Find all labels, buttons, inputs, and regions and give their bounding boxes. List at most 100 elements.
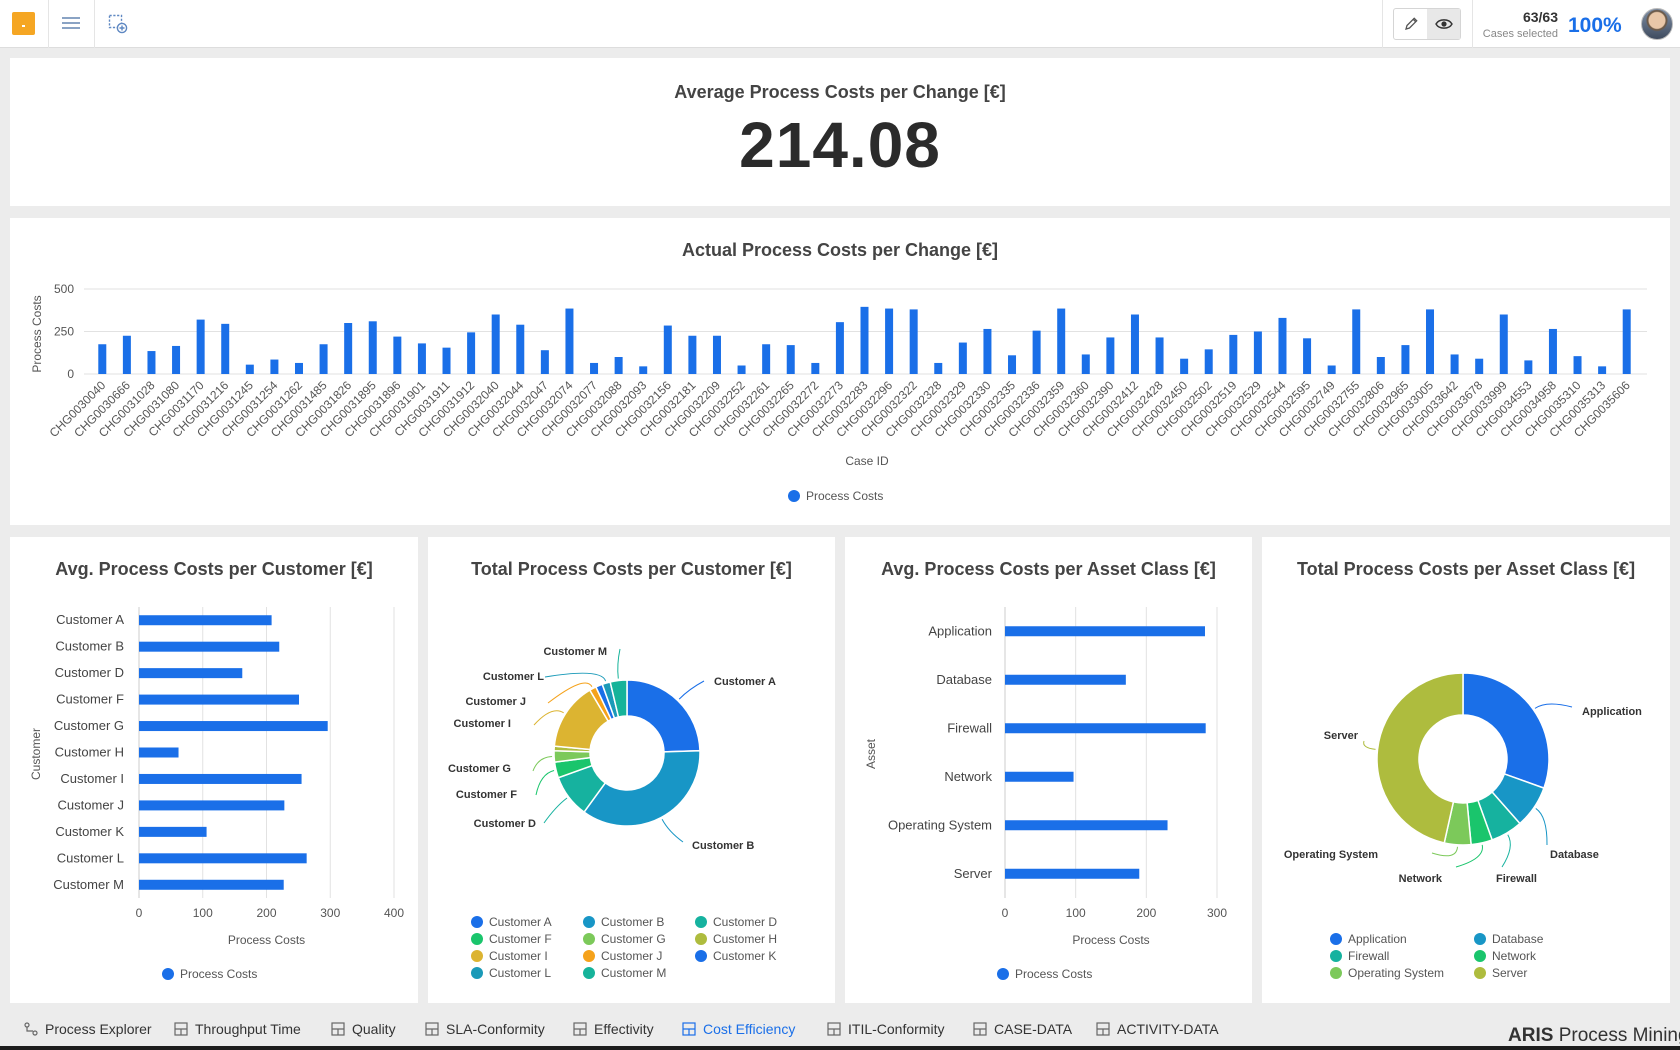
legend-marker bbox=[1474, 950, 1486, 962]
menu-icon[interactable] bbox=[62, 14, 80, 32]
connector-line bbox=[535, 770, 555, 796]
sheet-tab-bar: Process Explorer Throughput Time Quality… bbox=[0, 1007, 1680, 1050]
legend-label: Customer M bbox=[601, 966, 666, 980]
connector-line bbox=[1535, 808, 1548, 846]
tab-cost-efficiency[interactable]: Cost Efficiency bbox=[682, 1019, 795, 1039]
y-tick-label: Customer I bbox=[60, 771, 124, 786]
bar bbox=[1229, 334, 1238, 374]
bar bbox=[368, 321, 377, 374]
x-axis-label: Process Costs bbox=[1072, 933, 1149, 947]
connector-line bbox=[532, 756, 553, 772]
bar bbox=[1622, 309, 1631, 374]
y-tick-label: Application bbox=[928, 623, 992, 638]
bar bbox=[139, 879, 284, 890]
y-tick-label: Customer B bbox=[55, 639, 124, 654]
dashboard-icon bbox=[682, 1022, 696, 1036]
tab-effectivity[interactable]: Effectivity bbox=[573, 1019, 654, 1039]
actual-costs-panel: Actual Process Costs per Change [€] 0 250… bbox=[10, 218, 1670, 525]
y-axis-label: Asset bbox=[864, 738, 878, 769]
bar bbox=[139, 615, 272, 626]
cases-label: Cases selected bbox=[1482, 28, 1558, 40]
legend-label: Customer H bbox=[713, 932, 777, 946]
bar bbox=[1475, 358, 1484, 374]
avg-customer-chart: 0 100 200 300 400 Customer A Customer B Custome… bbox=[29, 607, 404, 981]
total-customer-chart: Customer A Customer B Customer D Customer F… bbox=[448, 646, 777, 980]
view-mode-button[interactable] bbox=[1427, 9, 1460, 39]
bar bbox=[122, 335, 131, 374]
legend-marker bbox=[583, 933, 595, 945]
kpi-title: Average Process Costs per Change [€] bbox=[674, 82, 1006, 102]
connector-line bbox=[543, 797, 568, 824]
legend-label: Customer B bbox=[601, 915, 664, 929]
legend-label: Process Costs bbox=[1015, 967, 1092, 981]
legend-label: Server bbox=[1492, 966, 1527, 980]
y-tick-label: Customer F bbox=[56, 692, 124, 707]
tab-label: Process Explorer bbox=[45, 1021, 152, 1037]
bar bbox=[196, 319, 205, 374]
legend-marker bbox=[471, 950, 483, 962]
legend-marker bbox=[695, 950, 707, 962]
legend-label: Application bbox=[1348, 932, 1407, 946]
user-avatar[interactable] bbox=[1641, 8, 1673, 40]
bar bbox=[172, 345, 181, 374]
slice-label: Customer J bbox=[465, 696, 526, 708]
bar bbox=[614, 357, 623, 374]
bar bbox=[1401, 345, 1410, 374]
cases-percentage: 100% bbox=[1568, 14, 1622, 37]
connector-line bbox=[678, 680, 705, 700]
legend-marker bbox=[1330, 950, 1342, 962]
y-axis-label: Process Costs bbox=[30, 295, 44, 372]
add-selection-icon[interactable] bbox=[108, 14, 128, 34]
bar bbox=[1032, 330, 1041, 374]
bar bbox=[516, 324, 525, 374]
tab-label: CASE-DATA bbox=[994, 1021, 1073, 1037]
bar bbox=[1303, 338, 1312, 374]
legend-marker bbox=[1474, 933, 1486, 945]
bar bbox=[1499, 314, 1508, 374]
bar bbox=[835, 322, 844, 374]
legend-label: Database bbox=[1492, 932, 1544, 946]
bar bbox=[139, 668, 243, 679]
bar bbox=[1005, 626, 1205, 637]
y-tick-label: 0 bbox=[67, 367, 74, 381]
x-tick-label: 100 bbox=[193, 906, 213, 920]
bottom-edge bbox=[0, 1046, 1680, 1050]
bar bbox=[442, 347, 451, 374]
tab-throughput-time[interactable]: Throughput Time bbox=[174, 1019, 301, 1039]
bar bbox=[983, 328, 992, 374]
bar bbox=[909, 309, 918, 374]
eye-icon bbox=[1434, 19, 1453, 29]
slice-label: Customer D bbox=[474, 818, 536, 830]
legend-label: Process Costs bbox=[806, 489, 883, 503]
total-asset-chart: Application Database Firewall Network Operat… bbox=[1284, 672, 1642, 980]
bar bbox=[139, 826, 207, 837]
app-logo[interactable] bbox=[12, 12, 35, 35]
edit-mode-button[interactable] bbox=[1394, 9, 1427, 39]
connector-line bbox=[544, 672, 607, 682]
bar bbox=[1450, 354, 1459, 374]
tab-process-explorer[interactable]: Process Explorer bbox=[24, 1019, 152, 1039]
tab-label: SLA-Conformity bbox=[446, 1021, 545, 1037]
y-tick-label: Operating System bbox=[888, 817, 992, 832]
donut-slice bbox=[609, 679, 628, 718]
bar bbox=[1524, 360, 1533, 374]
tab-case-data[interactable]: CASE-DATA bbox=[973, 1019, 1072, 1039]
tab-sla-conformity[interactable]: SLA-Conformity bbox=[425, 1019, 545, 1039]
bar bbox=[1005, 868, 1140, 879]
tab-label: Quality bbox=[352, 1021, 396, 1037]
slice-label: Customer M bbox=[543, 646, 607, 658]
slice-label: Customer F bbox=[456, 789, 517, 801]
bar bbox=[762, 344, 771, 374]
legend-marker bbox=[695, 916, 707, 928]
kpi-panel: Average Process Costs per Change [€] bbox=[10, 58, 1670, 206]
tab-itil-conformity[interactable]: ITIL-Conformity bbox=[827, 1019, 944, 1039]
bar bbox=[98, 344, 107, 374]
brand-label: ARIS Process Mining bbox=[1508, 1025, 1680, 1047]
y-tick-label: 500 bbox=[54, 282, 74, 296]
slice-label: Customer A bbox=[714, 676, 776, 688]
tab-quality[interactable]: Quality bbox=[331, 1019, 396, 1039]
tab-activity-data[interactable]: ACTIVITY-DATA bbox=[1096, 1019, 1219, 1039]
connector-line bbox=[1455, 844, 1483, 868]
bar bbox=[1352, 309, 1361, 374]
bar bbox=[139, 800, 285, 811]
